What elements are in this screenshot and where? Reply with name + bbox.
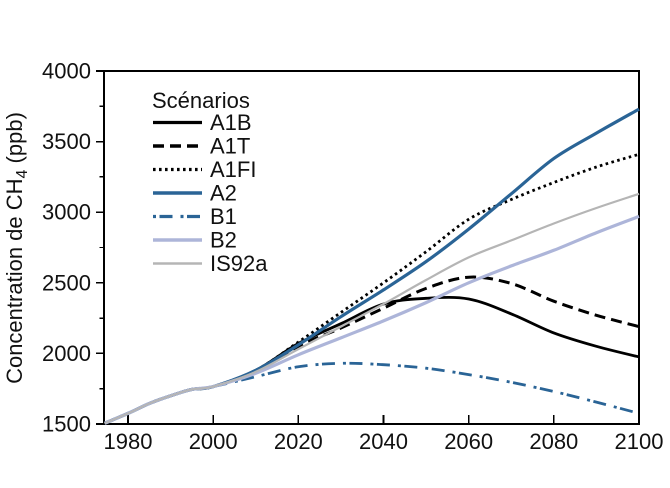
y-tick-label: 4000 xyxy=(42,59,91,84)
x-tick-label: 2020 xyxy=(274,429,323,454)
legend-label-IS92a: IS92a xyxy=(210,251,268,276)
y-tick-label: 2500 xyxy=(42,270,91,295)
y-tick-label: 3500 xyxy=(42,129,91,154)
y-axis-title: Concentration de CH4 (ppb) xyxy=(2,112,31,384)
legend-label-A2: A2 xyxy=(210,181,237,206)
series-line-B1 xyxy=(104,361,640,425)
legend-label-A1T: A1T xyxy=(210,134,250,159)
y-tick-label: 2000 xyxy=(42,341,91,366)
x-tick-label: 2040 xyxy=(359,429,408,454)
legend-label-A1FI: A1FI xyxy=(210,157,256,182)
legend-title: Scénarios xyxy=(152,88,250,113)
x-tick-label: 2000 xyxy=(189,429,238,454)
series-line-IS92a xyxy=(104,192,640,425)
x-tick-label: 2100 xyxy=(615,429,664,454)
y-tick-label: 1500 xyxy=(42,412,91,437)
x-tick-label: 1980 xyxy=(104,429,153,454)
series-line-A1B xyxy=(104,295,640,425)
series-line-A2 xyxy=(103,107,640,425)
legend-label-B1: B1 xyxy=(210,204,237,229)
y-tick-label: 3000 xyxy=(42,200,91,225)
x-tick-label: 2080 xyxy=(529,429,578,454)
legend-label-B2: B2 xyxy=(210,228,237,253)
x-tick-label: 2060 xyxy=(444,429,493,454)
legend-label-A1B: A1B xyxy=(210,110,252,135)
